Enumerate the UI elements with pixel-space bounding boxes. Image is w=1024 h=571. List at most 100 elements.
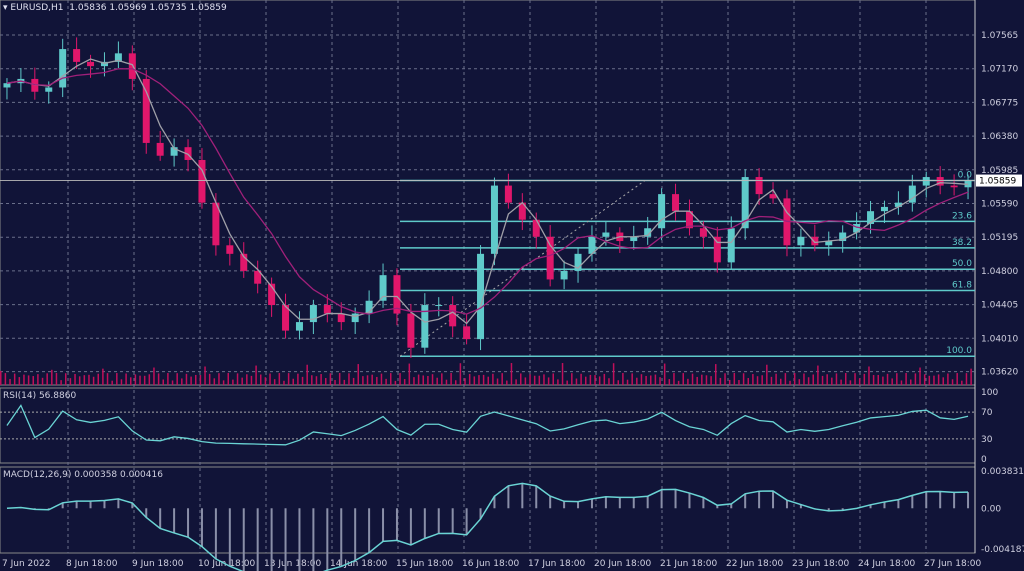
- fib-trend-line: [399, 180, 646, 357]
- candle-body: [73, 49, 81, 62]
- candle-body: [490, 185, 498, 254]
- candle-body: [685, 211, 693, 229]
- x-tick-label: 15 Jun 18:00: [396, 559, 453, 569]
- volume-bar: [956, 373, 958, 385]
- current-price-label: 1.05859: [979, 177, 1016, 187]
- volume-bar: [459, 363, 462, 385]
- volume-bar: [427, 375, 429, 385]
- volume-bar: [585, 376, 587, 385]
- volume-bar: [329, 373, 332, 385]
- rsi-pane: [0, 387, 976, 464]
- triangle-down-icon[interactable]: ▾: [3, 3, 8, 13]
- volume-bar: [724, 373, 726, 385]
- volume-bar: [575, 378, 578, 385]
- volume-bar: [868, 366, 870, 385]
- volume-bar: [872, 375, 875, 385]
- candle-body: [100, 61, 108, 67]
- volume-bar: [520, 373, 522, 385]
- volume-bar: [882, 376, 884, 385]
- volume-bar: [533, 375, 536, 385]
- macd-histogram-bar: [145, 508, 148, 518]
- macd-signal-line: [6, 482, 969, 571]
- candle-body: [323, 305, 331, 314]
- volume-bar: [529, 374, 531, 385]
- candle-body: [295, 322, 303, 331]
- volume-bar: [37, 374, 39, 385]
- macd-histogram-bar: [563, 501, 566, 509]
- macd-histogram-bar: [883, 501, 886, 509]
- candle-body: [3, 83, 11, 88]
- macd-tick-label: 0.00: [981, 504, 1001, 514]
- x-tick-label: 27 Jun 18:00: [924, 559, 981, 569]
- y-tick-label: 1.03620: [981, 368, 1018, 378]
- ma-fast-line: [6, 58, 969, 325]
- macd-histogram-bar: [61, 502, 64, 509]
- volume-bar: [185, 373, 188, 385]
- volume-bar: [733, 373, 736, 385]
- volume-bar: [496, 378, 499, 385]
- volume-bar: [176, 373, 178, 385]
- price-pane: [0, 0, 976, 386]
- y-tick-label: 1.04800: [981, 267, 1018, 277]
- candle-body: [226, 245, 234, 254]
- volume-bar: [357, 364, 359, 385]
- fib-level-label: 38.2: [952, 238, 972, 248]
- chart-title: ▾ EURUSD,H1 1.05836 1.05969 1.05735 1.05…: [3, 3, 227, 13]
- y-tick-label: 1.06775: [981, 98, 1018, 108]
- macd-histogram-bar: [298, 508, 301, 571]
- x-tick-label: 20 Jun 18:00: [594, 559, 651, 569]
- volume-bar: [951, 379, 954, 385]
- macd-histogram-bar: [382, 508, 385, 542]
- volume-bar: [236, 373, 239, 385]
- volume-bar: [742, 373, 745, 385]
- volume-bar: [23, 374, 25, 385]
- macd-histogram-bar: [549, 496, 552, 509]
- macd-histogram-bar: [688, 493, 691, 509]
- volume-bar: [399, 373, 401, 385]
- volume-bar: [455, 380, 457, 385]
- volume-bar: [510, 363, 513, 385]
- macd-histogram-bar: [785, 500, 788, 509]
- y-tick-label: 1.07565: [981, 31, 1018, 41]
- x-tick-label: 24 Jun 18:00: [858, 559, 915, 569]
- x-tick-label: 14 Jun 18:00: [330, 559, 387, 569]
- rsi-label: RSI(14) 56.8860: [3, 391, 76, 401]
- volume-bar: [153, 367, 155, 385]
- volume-bar: [199, 375, 202, 385]
- macd-histogram-bar: [772, 491, 775, 509]
- volume-bar: [886, 373, 889, 385]
- macd-histogram-bar: [395, 508, 398, 541]
- macd-histogram-bar: [897, 499, 900, 509]
- candle-body: [170, 147, 178, 156]
- volume-bar: [715, 364, 717, 385]
- rsi-tick-label: 30: [981, 435, 993, 445]
- volume-bar: [320, 374, 322, 385]
- volume-bar: [608, 378, 610, 385]
- volume-bar: [817, 365, 819, 385]
- macd-histogram-bar: [590, 498, 593, 509]
- candle-body: [156, 142, 164, 156]
- macd-histogram-bar: [646, 496, 649, 509]
- macd-histogram-bar: [423, 508, 426, 539]
- macd-histogram-bar: [326, 508, 329, 571]
- macd-histogram-bar: [479, 508, 482, 519]
- candle-body: [518, 202, 526, 220]
- volume-bar: [557, 379, 559, 385]
- volume-bar: [547, 377, 550, 385]
- volume-bar: [106, 373, 109, 385]
- candle-body: [658, 194, 666, 229]
- volume-bar: [552, 373, 554, 385]
- volume-bar: [143, 375, 146, 385]
- volume-bar: [134, 374, 137, 385]
- candle-body: [198, 159, 206, 203]
- volume-bar: [125, 373, 127, 385]
- x-tick-label: 8 Jun 18:00: [66, 559, 118, 569]
- volume-bar: [139, 375, 141, 385]
- volume-bar: [914, 373, 917, 385]
- volume-bar: [835, 373, 838, 385]
- x-tick-label: 21 Jun 18:00: [660, 559, 717, 569]
- macd-histogram-bar: [256, 508, 259, 571]
- candle-body: [128, 53, 136, 79]
- volume-bar: [468, 373, 471, 385]
